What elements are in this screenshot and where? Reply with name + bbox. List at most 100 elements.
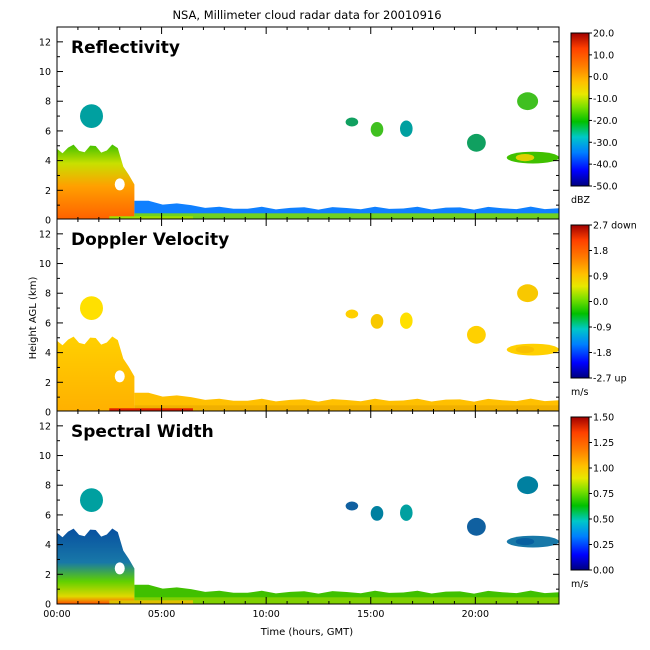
colorbar-tick-label: 1.25 — [593, 438, 614, 449]
y-tick-label: 10 — [39, 67, 51, 78]
y-tick-label: 8 — [45, 289, 51, 300]
cloud-high-cloud-4 — [400, 312, 413, 329]
colorbar-tick-label: 1.50 — [593, 413, 614, 424]
cloud-mid-core — [515, 154, 535, 162]
cloud-high-cloud-5 — [467, 517, 486, 536]
cloud-high-cloud-1 — [80, 488, 103, 512]
cloud-high-cloud-1 — [80, 104, 103, 128]
cloud-gap — [114, 562, 125, 575]
plot-area — [57, 411, 559, 604]
colorbar-tick-label: 10.0 — [593, 50, 614, 61]
cloud-field — [57, 476, 559, 604]
colorbar-unit: dBZ — [571, 195, 591, 206]
colorbar-unit: m/s — [571, 387, 588, 398]
y-tick-label: 10 — [39, 451, 51, 462]
colorbar-tick-label: -40.0 — [593, 160, 618, 171]
cloud-high-cloud-5 — [467, 133, 486, 152]
panel-title: Reflectivity — [71, 38, 180, 58]
plot-area — [57, 27, 559, 220]
colorbar-tick-label: 0.50 — [593, 515, 614, 526]
colorbar-tick-label: 0.9 — [593, 272, 608, 283]
x-tick-label: 05:00 — [148, 609, 175, 620]
colorbar-tick-label: 20.0 — [593, 29, 614, 40]
colorbar-unit: m/s — [571, 579, 588, 590]
plot-area — [57, 219, 559, 412]
cloud-field — [57, 284, 559, 412]
y-tick-label: 8 — [45, 97, 51, 108]
y-tick-label: 12 — [39, 37, 51, 48]
x-tick-label: 20:00 — [462, 609, 489, 620]
colorbar-tick-label: -30.0 — [593, 138, 618, 149]
y-tick-label: 6 — [45, 126, 51, 137]
colorbar-tick-label: 0.00 — [593, 566, 614, 577]
cloud-high-cloud-6 — [517, 284, 539, 303]
cloud-high-cloud-6 — [517, 476, 539, 495]
y-axis-label: Height AGL (km) — [28, 277, 39, 360]
panel-width: 0 2 4 6 8 10 12 00:00 05:00 10:00 15:00 20:00 Spectr… — [39, 410, 614, 620]
cloud-mid-core — [515, 346, 535, 354]
cloud-high-cloud-3 — [370, 314, 384, 329]
cloud-high-cloud-4 — [400, 120, 413, 137]
y-tick-label: 12 — [39, 229, 51, 240]
y-tick-label: 8 — [45, 481, 51, 492]
cloud-high-cloud-2 — [345, 309, 359, 319]
colorbar-tick-label: 0.0 — [593, 297, 608, 308]
cloud-gap — [114, 370, 125, 383]
cloud-deep-cloud — [57, 528, 135, 604]
x-tick-label: 10:00 — [252, 609, 279, 620]
colorbar — [570, 416, 590, 571]
cloud-high-cloud-6 — [517, 92, 539, 111]
colorbar-tick-label: -20.0 — [593, 116, 618, 127]
panel-velocity: 0 2 4 6 8 10 12 Doppler Velocity 2.7 down 1.8 0.9 0… — [39, 218, 637, 419]
x-axis-label: Time (hours, GMT) — [260, 627, 354, 638]
y-tick-label: 2 — [45, 378, 51, 389]
colorbar-tick-label: 1.00 — [593, 464, 614, 475]
panel-title: Spectral Width — [71, 422, 214, 442]
x-tick-label: 00:00 — [43, 609, 70, 620]
cloud-high-cloud-1 — [80, 296, 103, 320]
cloud-high-cloud-3 — [370, 121, 384, 137]
colorbar-tick-label: -2.7 up — [593, 374, 627, 385]
cloud-high-cloud-3 — [370, 506, 384, 521]
colorbar-tick-label: -50.0 — [593, 182, 618, 193]
y-tick-label: 0 — [45, 408, 51, 419]
colorbar — [570, 224, 590, 379]
cloud-deep-cloud — [57, 336, 135, 412]
panels-group: 0 2 4 6 8 10 12 Reflectivity 20.0 10.0 0.0 -10.0 -20… — [39, 26, 637, 620]
colorbar-tick-label: -0.9 — [593, 323, 612, 334]
cloud-gap — [114, 178, 125, 191]
colorbar-tick-label: 0.75 — [593, 489, 614, 500]
cloud-high-cloud-4 — [400, 504, 413, 521]
colorbar-tick-label: 2.7 down — [593, 221, 637, 232]
colorbar-tick-label: 0.25 — [593, 540, 614, 551]
colorbar-tick-label: 1.8 — [593, 246, 608, 257]
y-tick-label: 6 — [45, 318, 51, 329]
cloud-high-cloud-5 — [467, 325, 486, 344]
y-tick-label: 12 — [39, 421, 51, 432]
cloud-high-cloud-2 — [345, 501, 359, 511]
colorbar-tick-label: -10.0 — [593, 94, 618, 105]
cloud-surface-band — [109, 408, 193, 412]
y-tick-label: 10 — [39, 259, 51, 270]
y-tick-label: 6 — [45, 510, 51, 521]
colorbar — [570, 32, 590, 187]
y-tick-label: 4 — [45, 540, 51, 551]
y-tick-label: 2 — [45, 570, 51, 581]
cloud-field — [57, 92, 559, 220]
colorbar-tick-label: -1.8 — [593, 348, 612, 359]
y-tick-label: 2 — [45, 186, 51, 197]
cloud-surface-band — [109, 600, 193, 604]
x-tick-label: 15:00 — [357, 609, 384, 620]
cloud-low-core — [134, 405, 559, 412]
y-tick-label: 4 — [45, 348, 51, 359]
panel-title: Doppler Velocity — [71, 230, 229, 250]
y-tick-label: 4 — [45, 156, 51, 167]
cloud-surface-band — [109, 216, 193, 220]
cloud-deep-cloud — [57, 144, 135, 220]
y-tick-label: 0 — [45, 216, 51, 227]
chart-title: NSA, Millimeter cloud radar data for 200… — [172, 8, 441, 22]
cloud-high-cloud-2 — [345, 117, 359, 127]
cloud-low-core — [134, 597, 559, 604]
y-tick-label: 0 — [45, 600, 51, 611]
